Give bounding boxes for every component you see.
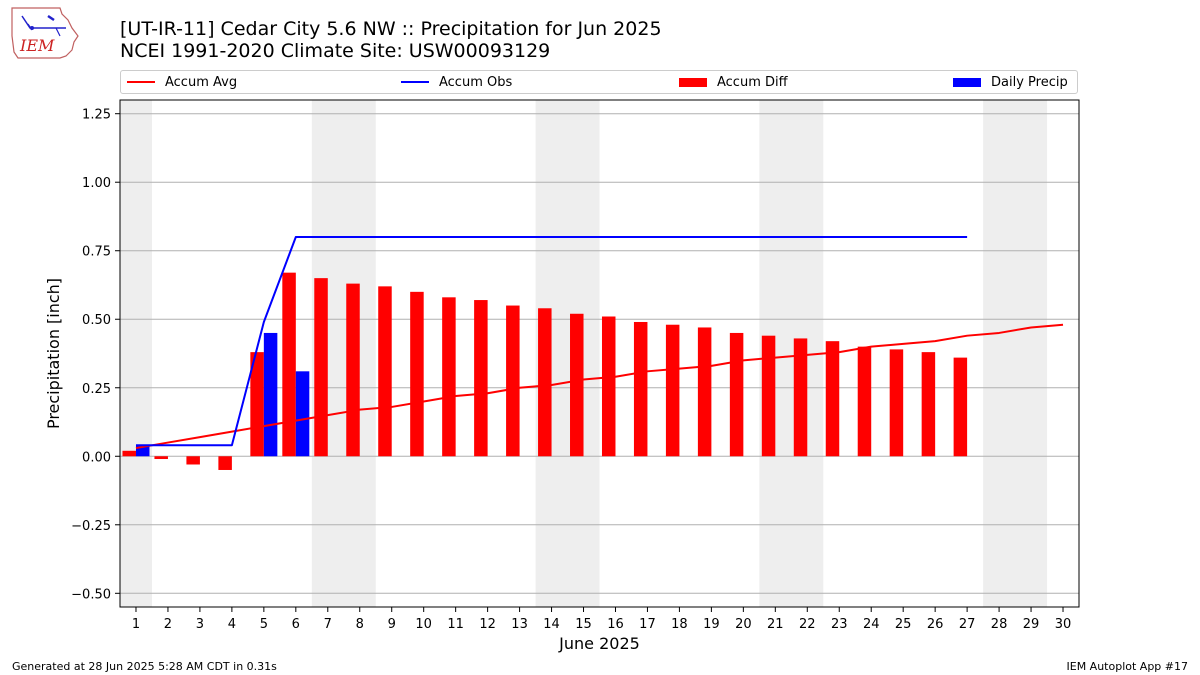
accum-diff-bar-17 bbox=[633, 321, 648, 457]
x-tick-label-22: 22 bbox=[799, 617, 816, 632]
x-tick-label-6: 6 bbox=[292, 617, 300, 632]
accum-diff-bar-6 bbox=[282, 272, 296, 457]
x-tick-label-30: 30 bbox=[1055, 617, 1072, 632]
x-tick-label-26: 26 bbox=[927, 617, 944, 632]
accum-diff-bar-18 bbox=[665, 324, 680, 457]
x-axis-label: June 2025 bbox=[558, 634, 640, 653]
accum-diff-bar-8 bbox=[346, 283, 360, 457]
accum-diff-bar-15 bbox=[570, 313, 584, 457]
y-tick-label-3: 0.25 bbox=[82, 382, 111, 397]
x-tick-label-19: 19 bbox=[703, 617, 720, 632]
x-tick-label-27: 27 bbox=[959, 617, 976, 632]
x-tick-label-24: 24 bbox=[863, 617, 880, 632]
accum-diff-bar-9 bbox=[378, 286, 392, 457]
accum-diff-bar-23 bbox=[825, 341, 840, 457]
accum-diff-bar-2 bbox=[154, 456, 168, 460]
plot-frame bbox=[119, 99, 1080, 608]
x-tick-label-8: 8 bbox=[356, 617, 364, 632]
y-tick-label-1: −0.25 bbox=[71, 519, 111, 534]
logo-text: IEM bbox=[19, 36, 55, 55]
legend-swatch-accum-obs bbox=[401, 81, 429, 83]
legend-label-accum-avg: Accum Avg bbox=[165, 74, 238, 90]
accum-diff-bar-27 bbox=[953, 357, 968, 457]
y-tick-label-4: 0.50 bbox=[82, 313, 111, 328]
weekend-band-4 bbox=[983, 100, 1048, 607]
legend-label-accum-diff: Accum Diff bbox=[717, 74, 788, 90]
x-tick-label-20: 20 bbox=[735, 617, 752, 632]
x-tick-label-28: 28 bbox=[991, 617, 1008, 632]
accum-diff-bar-12 bbox=[474, 300, 488, 457]
chart-subtitle: NCEI 1991-2020 Climate Site: USW00093129 bbox=[120, 40, 551, 62]
x-tick-label-3: 3 bbox=[196, 617, 204, 632]
legend-label-accum-obs: Accum Obs bbox=[439, 74, 513, 90]
x-tick-label-15: 15 bbox=[575, 617, 592, 632]
daily-precip-bar-5 bbox=[263, 332, 278, 457]
accum-diff-bar-13 bbox=[506, 305, 520, 457]
accum-diff-bar-22 bbox=[793, 338, 808, 457]
x-tick-label-16: 16 bbox=[607, 617, 624, 632]
daily-precip-bar-6 bbox=[295, 371, 310, 457]
accum-diff-bar-11 bbox=[442, 297, 456, 457]
accum-diff-bar-24 bbox=[857, 346, 872, 457]
weekend-band-0 bbox=[120, 100, 152, 607]
x-tick-label-17: 17 bbox=[639, 617, 656, 632]
accum-diff-bar-3 bbox=[186, 456, 200, 465]
x-tick-label-13: 13 bbox=[511, 617, 528, 632]
accum-diff-bar-21 bbox=[761, 335, 776, 457]
x-tick-label-18: 18 bbox=[671, 617, 688, 632]
accum-diff-bar-25 bbox=[889, 349, 904, 457]
iem-logo: IEM bbox=[11, 7, 79, 59]
chart-title: [UT-IR-11] Cedar City 5.6 NW :: Precipit… bbox=[120, 18, 662, 40]
x-tick-label-25: 25 bbox=[895, 617, 912, 632]
x-tick-label-14: 14 bbox=[543, 617, 560, 632]
legend-item-accum-obs: Accum Obs bbox=[401, 71, 512, 93]
footer-generated: Generated at 28 Jun 2025 5:28 AM CDT in … bbox=[12, 660, 277, 673]
legend-swatch-accum-diff bbox=[679, 77, 707, 87]
daily-precip-bar-1 bbox=[135, 445, 150, 457]
x-tick-label-4: 4 bbox=[228, 617, 236, 632]
x-tick-label-12: 12 bbox=[479, 617, 496, 632]
y-tick-label-6: 1.00 bbox=[82, 176, 111, 191]
footer-app: IEM Autoplot App #17 bbox=[1066, 660, 1189, 673]
y-axis-label: Precipitation [inch] bbox=[44, 278, 63, 429]
accum-diff-bar-5 bbox=[250, 352, 264, 457]
x-tick-label-1: 1 bbox=[132, 617, 140, 632]
legend-item-accum-avg: Accum Avg bbox=[127, 71, 237, 93]
accum-diff-bar-26 bbox=[921, 352, 936, 457]
accum-diff-bar-7 bbox=[314, 278, 328, 457]
x-tick-label-5: 5 bbox=[260, 617, 268, 632]
y-tick-label-7: 1.25 bbox=[82, 108, 111, 123]
x-tick-label-10: 10 bbox=[415, 617, 432, 632]
x-tick-label-21: 21 bbox=[767, 617, 784, 632]
accum-obs-line bbox=[135, 236, 968, 447]
x-tick-label-2: 2 bbox=[164, 617, 172, 632]
x-tick-label-11: 11 bbox=[447, 617, 464, 632]
x-tick-label-29: 29 bbox=[1023, 617, 1040, 632]
legend-item-daily-precip: Daily Precip bbox=[953, 71, 1068, 93]
accum-diff-bar-14 bbox=[538, 308, 552, 457]
accum-avg-line bbox=[135, 323, 1064, 450]
accum-diff-bar-1 bbox=[122, 450, 136, 457]
y-tick-label-5: 0.75 bbox=[82, 245, 111, 260]
accum-diff-bar-4 bbox=[218, 456, 232, 470]
x-tick-label-7: 7 bbox=[324, 617, 332, 632]
legend-swatch-daily-precip bbox=[953, 77, 981, 87]
accum-diff-bar-20 bbox=[729, 332, 744, 457]
x-tick-label-9: 9 bbox=[388, 617, 396, 632]
chart-legend: Accum Avg Accum Obs Accum Diff Daily Pre… bbox=[120, 70, 1078, 94]
y-tick-label-0: −0.50 bbox=[71, 587, 111, 602]
x-tick-label-23: 23 bbox=[831, 617, 848, 632]
accum-diff-bar-16 bbox=[601, 316, 616, 457]
accum-diff-bar-10 bbox=[410, 291, 424, 457]
legend-swatch-accum-avg bbox=[127, 81, 155, 83]
legend-item-accum-diff: Accum Diff bbox=[679, 71, 788, 93]
y-tick-label-2: 0.00 bbox=[82, 450, 111, 465]
accum-diff-bar-19 bbox=[697, 327, 712, 457]
legend-label-daily-precip: Daily Precip bbox=[991, 74, 1068, 90]
